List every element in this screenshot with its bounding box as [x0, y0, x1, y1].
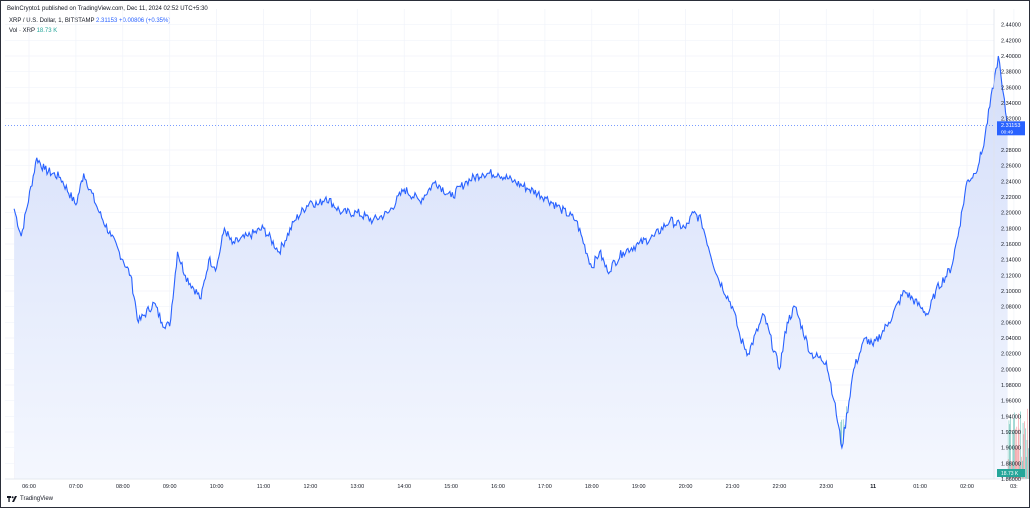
x-tick-label: 03: — [1010, 484, 1018, 490]
y-tick-label: 2.04000 — [1001, 336, 1021, 342]
y-tick-label: 2.32000 — [1001, 117, 1021, 123]
x-tick-label: 23:00 — [819, 484, 833, 490]
y-tick-label: 2.00000 — [1001, 367, 1021, 373]
y-tick-label: 2.36000 — [1001, 85, 1021, 91]
x-tick-label: 20:00 — [679, 484, 693, 490]
x-tick-label: 22:00 — [773, 484, 787, 490]
y-tick-label: 1.96000 — [1001, 399, 1021, 405]
volume-bar — [1018, 413, 1019, 479]
symbol-name: XRP / U.S. Dollar, 1, BITSTAMP — [9, 18, 95, 24]
badge-background — [997, 121, 1025, 136]
volume-bar — [1023, 434, 1025, 479]
badge-countdown: 00:49 — [1001, 129, 1013, 135]
price-area — [14, 56, 1008, 479]
volume-bar — [1012, 432, 1014, 479]
price-change: +0.00806 (+0.35%) — [118, 18, 171, 24]
y-tick-label: 2.08000 — [1001, 305, 1021, 311]
y-tick-label: 2.20000 — [1001, 211, 1021, 217]
x-tick-label: 01:00 — [913, 484, 927, 490]
volume-bar — [1015, 448, 1017, 479]
volume-bar — [1016, 426, 1018, 479]
volume-bar — [1009, 424, 1011, 479]
x-tick-label: 21:00 — [726, 484, 740, 490]
volume-bar — [1025, 428, 1026, 479]
y-axis[interactable]: 2.44000 2.42000 2.40000 2.38000 2.36000 2.340… — [1001, 23, 1021, 483]
y-tick-label: 1.98000 — [1001, 383, 1021, 389]
y-tick-label: 2.24000 — [1001, 179, 1021, 185]
x-tick-label: 06:00 — [22, 484, 36, 490]
volume-bar — [1022, 422, 1024, 479]
volume-bar — [1013, 419, 1014, 479]
x-tick-label: 18:00 — [585, 484, 599, 490]
volume-bar — [1025, 456, 1027, 479]
volume-bar — [1014, 412, 1015, 479]
volume-bar — [1027, 408, 1028, 479]
x-tick-label: 14:00 — [397, 484, 411, 490]
x-tick-label: 08:00 — [116, 484, 130, 490]
brand-name: TradingView — [20, 496, 54, 502]
x-tick-label: 16:00 — [491, 484, 505, 490]
volume-badge-background — [997, 469, 1025, 477]
y-tick-label: 2.34000 — [1001, 101, 1021, 107]
x-tick-label: 12:00 — [304, 484, 318, 490]
volume-label: Vol · XRP — [9, 28, 35, 34]
y-tick-label: 2.12000 — [1001, 273, 1021, 279]
y-tick-label: 1.92000 — [1001, 430, 1021, 436]
volume-value: 18.73 K — [36, 28, 58, 34]
y-tick-label: 2.44000 — [1001, 23, 1021, 29]
y-tick-label: 1.94000 — [1001, 414, 1021, 420]
y-tick-label: 1.88000 — [1001, 461, 1021, 467]
volume-bar — [1028, 448, 1029, 479]
x-tick-label: 07:00 — [69, 484, 83, 490]
y-tick-label: 2.26000 — [1001, 164, 1021, 170]
x-tick-label: 11 — [870, 484, 876, 490]
y-tick-label: 2.28000 — [1001, 148, 1021, 154]
volume-bar — [1014, 428, 1016, 479]
y-tick-label: 2.06000 — [1001, 320, 1021, 326]
price-line — [13, 55, 1009, 450]
y-tick-label: 2.14000 — [1001, 258, 1021, 264]
x-axis[interactable]: 06:00 07:00 08:00 09:00 10:00 11:00 12:00 13:00… — [22, 484, 1018, 490]
symbol-legend[interactable]: XRP / U.S. Dollar, 1, BITSTAMP 2.31153 +… — [9, 18, 170, 24]
y-tick-label: 2.10000 — [1001, 289, 1021, 295]
y-tick-label: 1.86000 — [1001, 477, 1021, 483]
volume-legend[interactable]: Vol · XRP 18.73 K — [9, 28, 57, 34]
y-tick-label: 2.18000 — [1001, 226, 1021, 232]
volume-badge: 18.73 K — [997, 469, 1025, 477]
last-price-badge: 2.31153 00:49 — [997, 121, 1025, 136]
y-tick-label: 1.90000 — [1001, 446, 1021, 452]
y-tick-label: 2.16000 — [1001, 242, 1021, 248]
y-tick-label: 2.02000 — [1001, 352, 1021, 358]
volume-bar — [1017, 445, 1018, 479]
last-price-value: 2.31153 — [96, 18, 118, 24]
y-tick-label: 2.40000 — [1001, 54, 1021, 60]
x-tick-label: 11:00 — [257, 484, 270, 490]
volume-bar — [1024, 421, 1025, 479]
volume-bar — [1026, 440, 1028, 479]
volume-bar — [1008, 420, 1010, 479]
x-tick-label: 13:00 — [350, 484, 364, 490]
x-tick-label: 17:00 — [538, 484, 552, 490]
volume-bar — [1020, 411, 1021, 479]
volume-bar — [1018, 428, 1020, 479]
x-tick-label: 09:00 — [163, 484, 177, 490]
brand-footer[interactable]: TradingView — [7, 496, 53, 502]
badge-price: 2.31153 — [1001, 123, 1020, 129]
x-tick-label: 02:00 — [960, 484, 974, 490]
volume-badge-value: 18.73 K — [1001, 471, 1019, 477]
x-tick-label: 10:00 — [210, 484, 224, 490]
y-tick-label: 2.42000 — [1001, 38, 1021, 44]
y-tick-label: 2.38000 — [1001, 70, 1021, 76]
volume-bar — [1021, 456, 1022, 479]
x-tick-label: 19:00 — [632, 484, 646, 490]
tradingview-logo-icon — [7, 496, 17, 502]
y-tick-label: 2.22000 — [1001, 195, 1021, 201]
volume-bar — [1010, 416, 1011, 479]
x-tick-label: 15:00 — [444, 484, 458, 490]
publish-info: BeInCrypto1 published on TradingView.com… — [7, 6, 208, 12]
